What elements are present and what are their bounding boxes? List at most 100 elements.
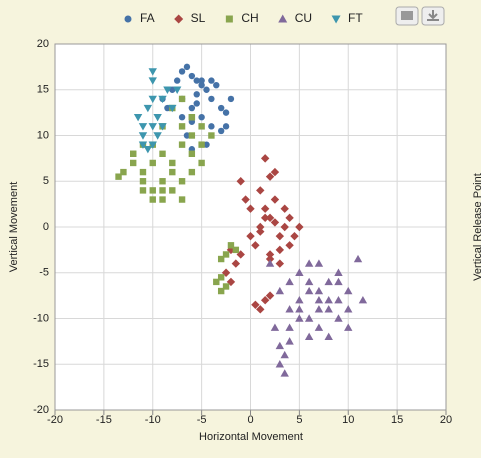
point xyxy=(295,222,304,232)
series-2 xyxy=(115,95,240,295)
point xyxy=(260,213,270,223)
point xyxy=(217,127,225,135)
point xyxy=(256,305,265,314)
point xyxy=(198,123,205,130)
point xyxy=(148,123,157,131)
point xyxy=(256,186,265,195)
point xyxy=(138,123,148,131)
point xyxy=(217,255,225,263)
point xyxy=(265,254,275,264)
point xyxy=(149,187,156,194)
point xyxy=(265,291,275,300)
legend-label: CH xyxy=(241,11,258,25)
point xyxy=(285,305,294,313)
point xyxy=(188,104,196,112)
point xyxy=(221,268,231,277)
y-tick-label: -10 xyxy=(33,312,49,324)
legend-label: CU xyxy=(295,11,312,25)
point xyxy=(314,296,324,304)
point xyxy=(227,242,235,249)
point xyxy=(334,277,343,286)
point xyxy=(133,114,143,122)
point xyxy=(217,274,225,281)
point xyxy=(130,159,137,167)
point xyxy=(304,259,314,267)
point xyxy=(236,177,245,186)
point xyxy=(153,114,162,122)
point xyxy=(158,95,167,104)
point xyxy=(275,286,285,295)
point xyxy=(169,168,176,176)
y-tick-label: 10 xyxy=(37,129,49,141)
x-tick-label: -10 xyxy=(145,414,161,426)
point xyxy=(168,104,177,113)
x-tick-label: -15 xyxy=(96,414,112,426)
point xyxy=(203,86,210,93)
point xyxy=(188,150,196,157)
y2-axis-label: Vertical Release Point xyxy=(472,173,481,281)
point xyxy=(295,268,304,276)
point xyxy=(213,81,220,89)
point xyxy=(208,132,215,139)
point xyxy=(153,132,162,140)
x-tick-label: -5 xyxy=(197,414,207,426)
x-tick-label: 15 xyxy=(391,414,403,426)
point xyxy=(231,259,241,268)
y-tick-label: -5 xyxy=(39,267,49,279)
point xyxy=(246,231,255,241)
point xyxy=(280,204,289,213)
point xyxy=(183,63,191,71)
point xyxy=(159,187,166,194)
point xyxy=(188,72,196,80)
point xyxy=(324,305,333,313)
point xyxy=(188,168,196,176)
point xyxy=(173,77,181,84)
legend: FA SL CH CU FT xyxy=(124,11,363,25)
x-tick-label: -20 xyxy=(47,414,63,426)
point xyxy=(169,159,176,167)
point xyxy=(334,268,343,276)
point xyxy=(193,100,200,107)
point xyxy=(139,178,147,185)
point xyxy=(188,132,196,139)
point xyxy=(285,323,294,331)
point xyxy=(324,296,333,304)
point xyxy=(198,159,205,167)
point xyxy=(139,168,147,176)
point xyxy=(275,259,285,268)
point xyxy=(334,296,343,304)
plot-border xyxy=(54,43,447,411)
point xyxy=(213,278,220,286)
series-3 xyxy=(265,254,368,377)
point xyxy=(353,254,363,263)
point xyxy=(178,114,186,121)
point xyxy=(275,231,285,241)
legend-label: FT xyxy=(348,11,363,25)
legend-marker xyxy=(174,14,184,24)
point xyxy=(344,323,353,331)
point xyxy=(172,86,182,94)
point xyxy=(260,296,270,305)
point xyxy=(159,196,166,203)
point xyxy=(178,68,186,75)
legend-label: SL xyxy=(191,11,206,25)
series-0 xyxy=(159,63,235,153)
series-4 xyxy=(133,68,182,154)
point xyxy=(265,213,275,223)
point xyxy=(178,141,186,148)
point xyxy=(324,277,333,286)
point xyxy=(265,172,275,181)
point xyxy=(159,150,166,157)
print-button[interactable] xyxy=(395,6,419,26)
point xyxy=(265,250,275,259)
point xyxy=(275,245,285,255)
point xyxy=(285,241,294,250)
point xyxy=(344,305,353,313)
point xyxy=(285,337,294,345)
point xyxy=(256,227,265,236)
point xyxy=(208,77,215,84)
point xyxy=(334,314,343,322)
export-button[interactable] xyxy=(421,6,445,26)
point xyxy=(270,195,280,204)
